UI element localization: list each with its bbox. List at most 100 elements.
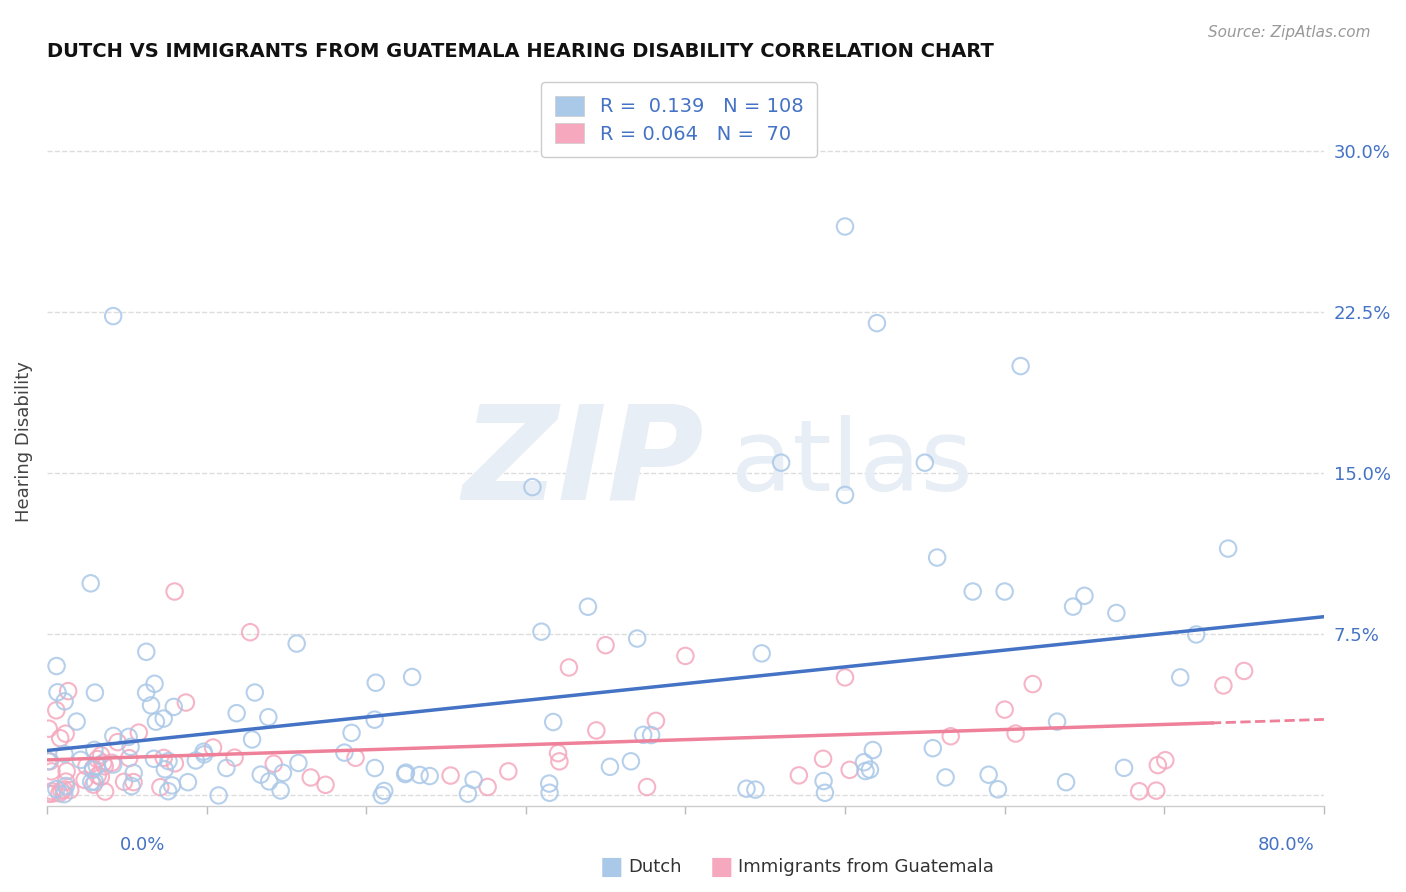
Point xyxy=(37,787,59,801)
Point xyxy=(160,779,183,793)
Point xyxy=(395,765,418,780)
Text: Immigrants from Guatemala: Immigrants from Guatemala xyxy=(738,858,994,876)
Point xyxy=(558,660,581,674)
Point xyxy=(45,782,67,797)
Point xyxy=(55,779,77,793)
Point xyxy=(548,755,571,769)
Point xyxy=(107,735,129,749)
Point xyxy=(340,726,363,740)
Point xyxy=(128,725,150,739)
Point xyxy=(84,775,107,789)
Point xyxy=(1185,627,1208,641)
Point xyxy=(408,768,430,782)
Point xyxy=(1054,775,1077,789)
Point xyxy=(163,700,186,714)
Point xyxy=(1233,664,1256,678)
Point xyxy=(153,762,176,776)
Y-axis label: Hearing Disability: Hearing Disability xyxy=(15,360,32,522)
Point xyxy=(315,778,337,792)
Point xyxy=(287,756,309,770)
Point xyxy=(1004,726,1026,740)
Point xyxy=(585,723,607,738)
Point xyxy=(184,754,207,768)
Point xyxy=(207,789,229,803)
Point xyxy=(80,775,103,789)
Point xyxy=(271,765,294,780)
Point xyxy=(118,730,141,744)
Point xyxy=(538,776,561,790)
Point xyxy=(174,696,197,710)
Point xyxy=(401,670,423,684)
Point xyxy=(1212,678,1234,692)
Point xyxy=(73,772,96,787)
Point xyxy=(215,761,238,775)
Point xyxy=(163,584,186,599)
Point xyxy=(122,766,145,780)
Point xyxy=(75,759,97,773)
Point xyxy=(620,755,643,769)
Point xyxy=(770,456,793,470)
Point xyxy=(914,456,936,470)
Point xyxy=(673,648,696,663)
Point xyxy=(270,783,292,797)
Point xyxy=(49,731,72,746)
Point xyxy=(51,784,73,798)
Point xyxy=(1146,758,1168,772)
Point xyxy=(101,309,124,323)
Point xyxy=(143,677,166,691)
Point xyxy=(239,625,262,640)
Text: Source: ZipAtlas.com: Source: ZipAtlas.com xyxy=(1208,25,1371,40)
Point xyxy=(93,759,115,773)
Point xyxy=(576,599,599,614)
Point xyxy=(977,767,1000,781)
Point xyxy=(41,784,63,798)
Text: 80.0%: 80.0% xyxy=(1258,836,1315,854)
Point xyxy=(599,760,621,774)
Point xyxy=(84,685,107,699)
Point xyxy=(152,712,174,726)
Point xyxy=(1144,783,1167,797)
Point xyxy=(814,786,837,800)
Point xyxy=(1168,670,1191,684)
Point xyxy=(112,774,135,789)
Point xyxy=(101,756,124,770)
Point xyxy=(122,775,145,789)
Point xyxy=(1216,541,1239,556)
Point xyxy=(939,729,962,743)
Point xyxy=(927,550,949,565)
Text: ■: ■ xyxy=(600,855,623,879)
Point xyxy=(93,756,115,770)
Point xyxy=(157,754,180,768)
Point xyxy=(145,714,167,729)
Point xyxy=(834,219,856,234)
Point xyxy=(202,740,225,755)
Point xyxy=(855,764,877,778)
Point xyxy=(120,739,142,754)
Text: DUTCH VS IMMIGRANTS FROM GUATEMALA HEARING DISABILITY CORRELATION CHART: DUTCH VS IMMIGRANTS FROM GUATEMALA HEARI… xyxy=(46,42,994,61)
Point xyxy=(1010,359,1032,373)
Point xyxy=(257,774,280,789)
Point xyxy=(86,752,108,766)
Point xyxy=(83,743,105,757)
Point xyxy=(1112,761,1135,775)
Point xyxy=(394,767,416,781)
Point xyxy=(90,770,112,784)
Point xyxy=(69,753,91,767)
Point xyxy=(41,787,63,801)
Point xyxy=(157,784,180,798)
Point xyxy=(735,781,758,796)
Point xyxy=(55,727,77,741)
Point xyxy=(962,584,984,599)
Point xyxy=(522,480,544,494)
Point xyxy=(987,782,1010,797)
Point xyxy=(118,751,141,765)
Point xyxy=(333,746,356,760)
Point xyxy=(477,780,499,794)
Point xyxy=(852,756,875,770)
Point xyxy=(645,714,668,728)
Point xyxy=(55,774,77,789)
Point xyxy=(1105,606,1128,620)
Point xyxy=(121,779,143,793)
Point xyxy=(80,576,103,591)
Point xyxy=(163,756,186,771)
